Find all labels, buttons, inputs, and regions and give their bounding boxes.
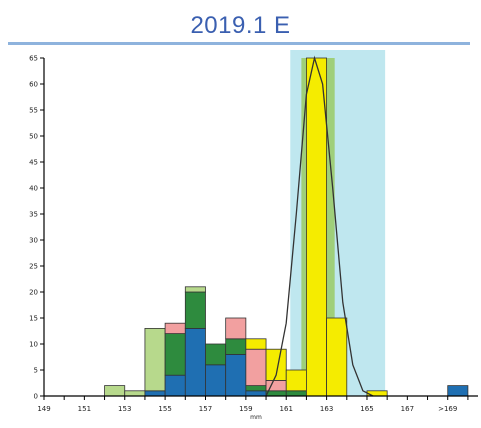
bar-segment-159-darkgreen (245, 385, 267, 392)
y-tick-label-40: 40 (29, 185, 38, 193)
bar-segment-155-pink (164, 322, 186, 335)
bar-segment-158-darkgreen (225, 338, 247, 355)
axes-layer: 0 5 10 15 20 25 30 35 40 45 50 55 60 65 149 151 153 155 15… (29, 55, 478, 421)
title-rule (8, 42, 470, 45)
y-tick-label-20: 20 (29, 289, 38, 297)
bar-segment-153-lightgreen (124, 390, 146, 397)
y-tick-label-30: 30 (29, 237, 38, 245)
y-tick-label-65: 65 (29, 55, 38, 63)
bar-segment-152-lightgreen (104, 385, 126, 397)
bar-segment-163-yellow (326, 317, 348, 397)
y-tick-label-25: 25 (29, 263, 38, 271)
bar-segment-161-yellow (285, 369, 307, 392)
bar-segment-157-blue (205, 364, 227, 397)
y-tick-label-15: 15 (29, 315, 38, 323)
bar-segment-159-blue (245, 390, 267, 397)
x-axis-label: mm (250, 414, 262, 421)
bar-segment-155-darkgreen (164, 333, 186, 376)
bar-segment-157-darkgreen (205, 343, 227, 366)
y-tick-label-5: 5 (34, 367, 38, 375)
bar-segment-154-lightgreen (144, 327, 166, 392)
x-tick-label-8: 165 (360, 405, 373, 413)
bar-segment-165-yellow (366, 390, 388, 397)
fit-curve-line (265, 55, 374, 397)
bar-segment-155-blue (164, 374, 186, 397)
y-tick-label-45: 45 (29, 159, 38, 167)
y-tick-label-55: 55 (29, 107, 38, 115)
y-tick-label-35: 35 (29, 211, 38, 219)
bar-segment-161-darkgreen (285, 390, 307, 397)
x-tick-label-9: 167 (401, 405, 414, 413)
bar-segment-156-lightgreen (184, 286, 206, 293)
y-tick-label-60: 60 (29, 81, 38, 89)
bars-layer (104, 57, 469, 397)
bar-segment-156-darkgreen (184, 291, 206, 329)
bar-segment-158-blue (225, 353, 247, 397)
chart-title: 2019.1 E (190, 12, 291, 39)
bar-segment-158-pink (225, 317, 247, 340)
bar-segment-160-darkgreen (265, 390, 287, 397)
y-tick-label-10: 10 (29, 341, 38, 349)
x-tick-label-3: 155 (158, 405, 171, 413)
curve-layer (265, 55, 374, 397)
bar-segment-154-blue (144, 390, 166, 397)
x-tick-label-10: >169 (438, 405, 457, 413)
bar-segment-156-blue (184, 327, 206, 397)
x-tick-label-4: 157 (199, 405, 212, 413)
x-tick-label-0: 149 (37, 405, 50, 413)
bar-segment-159-yellow (245, 338, 267, 350)
bar-segment-160-yellow (265, 348, 287, 381)
y-tick-label-0: 0 (34, 393, 38, 401)
bar-segment-169-blue (447, 385, 469, 397)
x-tick-label-5: 159 (239, 405, 252, 413)
bar-segment-162-yellow (306, 57, 328, 397)
x-tick-label-7: 163 (320, 405, 333, 413)
x-tick-label-1: 151 (78, 405, 91, 413)
x-tick-label-2: 153 (118, 405, 131, 413)
y-tick-label-50: 50 (29, 133, 38, 141)
bar-segment-159-pink (245, 348, 267, 387)
x-tick-label-6: 161 (280, 405, 293, 413)
